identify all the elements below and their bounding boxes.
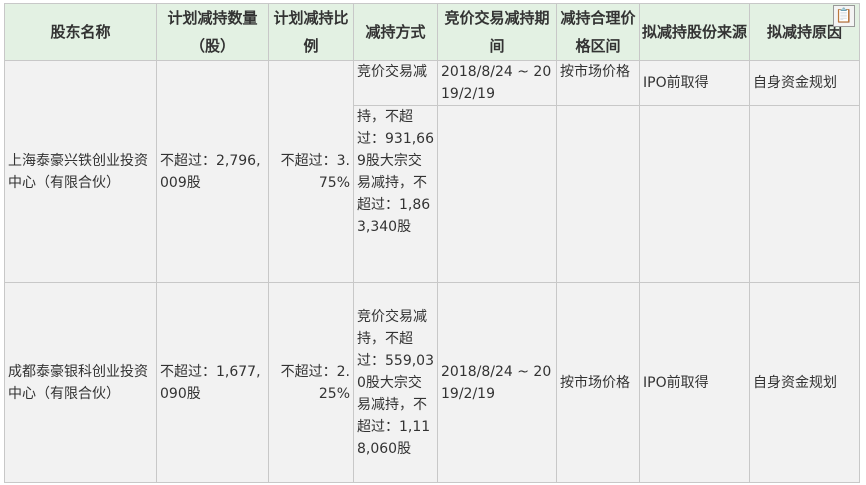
table-row: 持，不超过：931,669股大宗交易减持，不超过：1,863,340股 bbox=[5, 105, 860, 283]
header-holder: 股东名称 bbox=[4, 3, 157, 61]
source-cell: IPO前取得 bbox=[639, 60, 750, 106]
period-cell: 2018/8/24 ~ 2019/2/19 bbox=[437, 282, 557, 483]
quantity-cell: 不超过：1,677,090股 bbox=[156, 282, 269, 483]
method-cell: 竞价交易减持，不超过：559,030股大宗交易减持，不超过：1,118,060股 bbox=[353, 282, 438, 483]
header-source: 拟减持股份来源 bbox=[639, 3, 750, 61]
price-cell: 按市场价格 bbox=[556, 282, 640, 483]
holder-cell: 成都泰豪银科创业投资中心（有限合伙） bbox=[4, 282, 157, 483]
source-cell: IPO前取得 bbox=[639, 282, 750, 483]
ratio-cell: 不超过：3.75% bbox=[268, 60, 354, 283]
header-quantity: 计划减持数量（股） bbox=[156, 3, 269, 61]
header-period: 竞价交易减持期间 bbox=[437, 3, 557, 61]
reason-cell: 自身资金规划 bbox=[749, 282, 860, 483]
method-cell: 竞价交易减 bbox=[353, 60, 438, 106]
header-method: 减持方式 bbox=[353, 3, 438, 61]
empty-cell bbox=[639, 105, 750, 283]
reason-cell: 自身资金规划 bbox=[749, 60, 860, 106]
table-row: 成都泰豪银科创业投资中心（有限合伙） 不超过：1,677,090股 不超过：2.… bbox=[4, 282, 860, 483]
period-cell: 2018/8/24 ~ 2019/2/19 bbox=[437, 60, 557, 106]
header-row: 股东名称 计划减持数量（股） 计划减持比例 减持方式 竞价交易减持期间 减持合理… bbox=[4, 3, 860, 61]
empty-cell bbox=[556, 105, 640, 283]
empty-cell bbox=[437, 105, 557, 283]
price-cell: 按市场价格 bbox=[556, 60, 640, 106]
header-price: 减持合理价格区间 bbox=[556, 3, 640, 61]
ratio-cell: 不超过：2.25% bbox=[268, 282, 354, 483]
empty-cell bbox=[749, 105, 860, 283]
holder-cell: 上海泰豪兴铁创业投资中心（有限合伙） bbox=[4, 60, 157, 283]
copy-icon[interactable]: 📋 bbox=[833, 5, 855, 27]
header-ratio: 计划减持比例 bbox=[268, 3, 354, 61]
method-cell: 持，不超过：931,669股大宗交易减持，不超过：1,863,340股 bbox=[353, 105, 438, 283]
table-row: 上海泰豪兴铁创业投资中心（有限合伙） 不超过：2,796,009股 不超过：3.… bbox=[4, 60, 860, 283]
quantity-cell: 不超过：2,796,009股 bbox=[156, 60, 269, 283]
share-reduction-table: 股东名称 计划减持数量（股） 计划减持比例 减持方式 竞价交易减持期间 减持合理… bbox=[4, 3, 860, 483]
